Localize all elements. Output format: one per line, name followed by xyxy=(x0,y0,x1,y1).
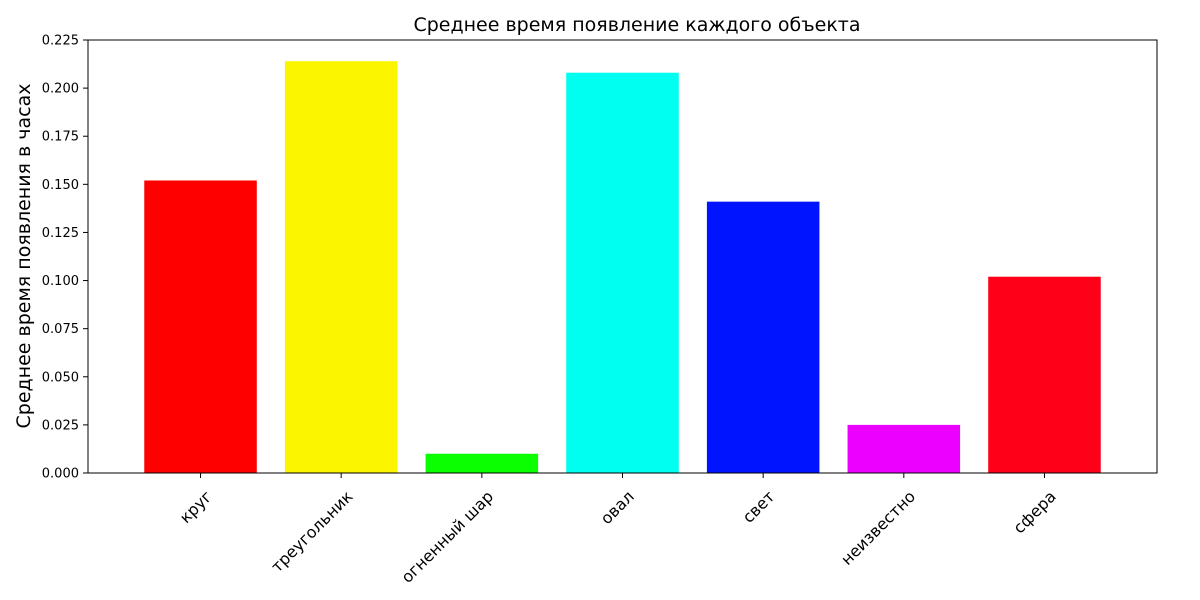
x-tick-label: овал xyxy=(597,487,638,528)
y-tick-label: 0.225 xyxy=(42,34,79,49)
x-tick-label: огненный шар xyxy=(397,487,497,587)
x-tick-label: круг xyxy=(176,487,216,527)
x-tick-label: свет xyxy=(739,487,779,527)
x-tick-label: неизвестно xyxy=(837,487,919,569)
bar-5 xyxy=(847,424,961,473)
bars-group xyxy=(144,61,1101,474)
y-tick-label: 0.175 xyxy=(42,130,79,145)
y-tick-label: 0.000 xyxy=(42,467,79,482)
y-tick-label: 0.050 xyxy=(42,370,79,385)
x-axis-ticks: круг треугольник огненный шар овал свет неизв… xyxy=(176,473,1060,587)
bar-3 xyxy=(566,72,679,474)
bar-1 xyxy=(284,61,398,474)
y-tick-label: 0.200 xyxy=(42,82,79,97)
y-tick-label: 0.100 xyxy=(42,274,79,289)
y-tick-label: 0.125 xyxy=(42,226,79,241)
bar-0 xyxy=(144,180,257,474)
x-tick-label: сфера xyxy=(1009,487,1059,537)
x-tick-label: треугольник xyxy=(267,487,356,576)
bar-6 xyxy=(988,276,1101,473)
y-tick-label: 0.075 xyxy=(42,322,79,337)
plot-frame xyxy=(87,39,1158,474)
y-axis-label: Среднее время появления в часах xyxy=(13,84,35,429)
y-axis-ticks: 0.000 0.025 0.050 0.075 0.100 0.125 0.150 0.175… xyxy=(42,34,88,482)
bar-4 xyxy=(706,201,820,474)
y-tick-label: 0.150 xyxy=(42,178,79,193)
chart-title: Среднее время появление каждого объекта xyxy=(413,14,860,36)
bar-2 xyxy=(425,453,539,473)
y-tick-label: 0.025 xyxy=(42,418,79,433)
